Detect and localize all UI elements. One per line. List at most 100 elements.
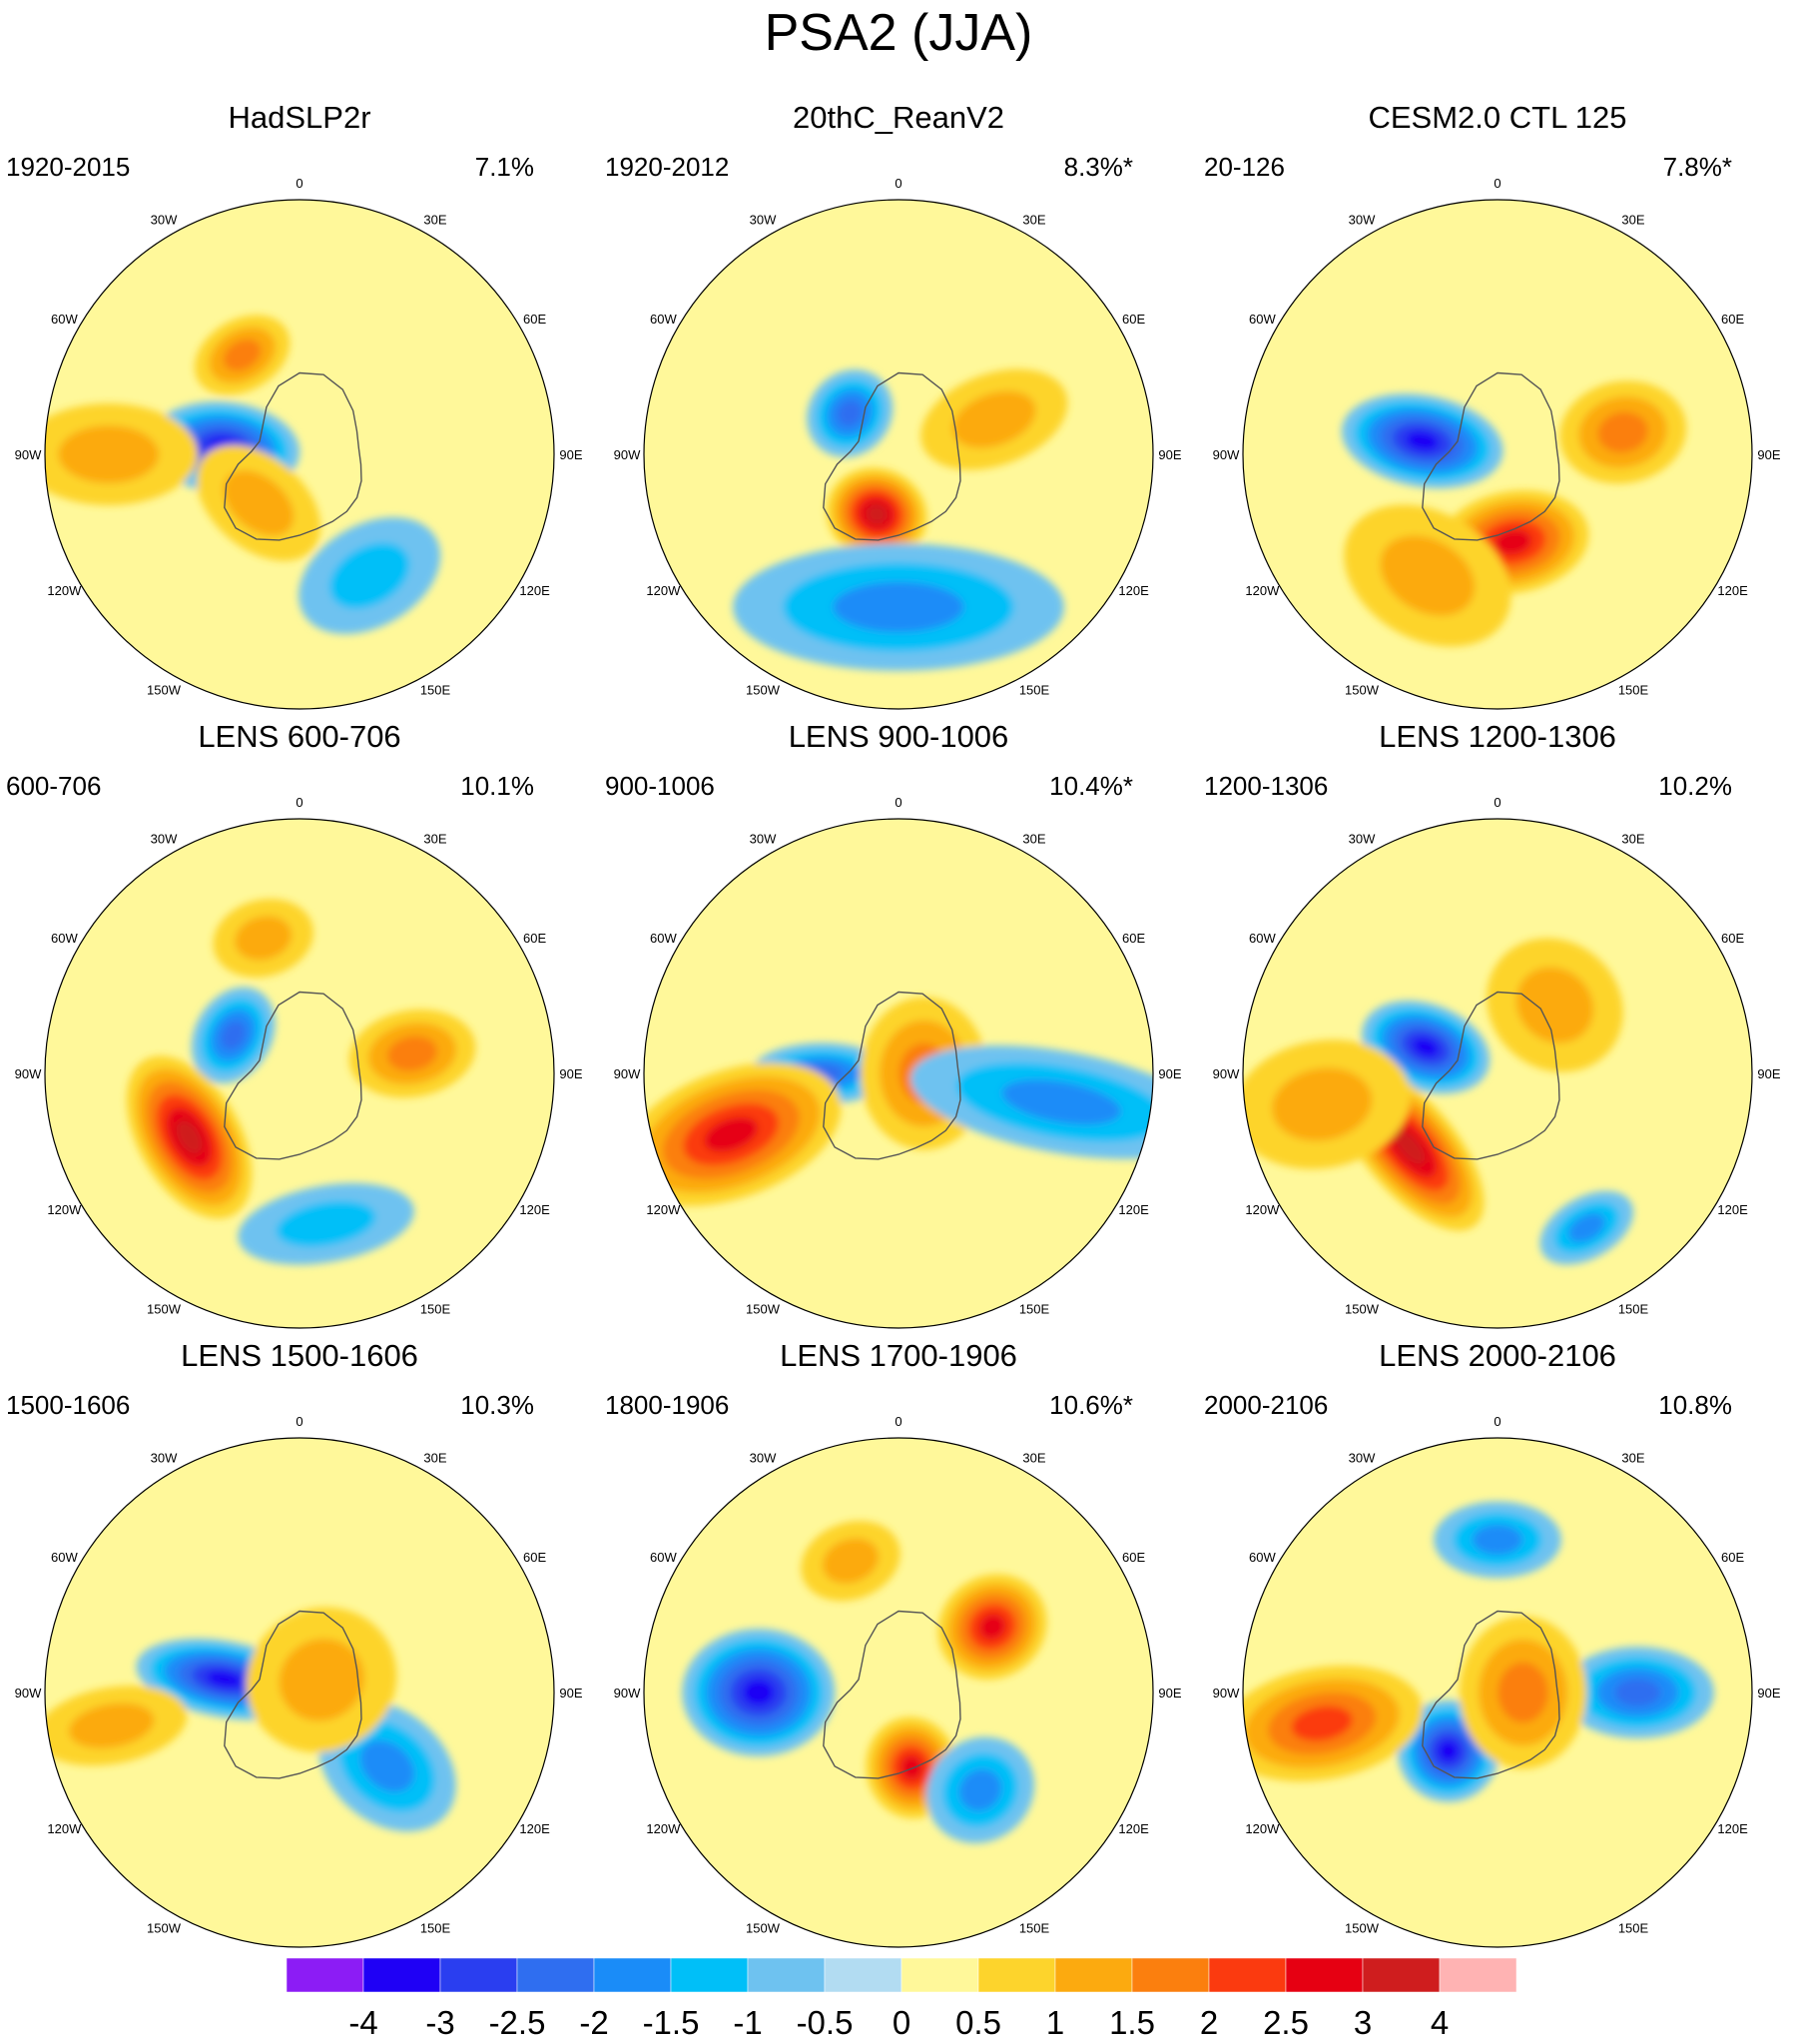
colorbar-swatch — [362, 1957, 441, 1993]
panel-variance: 10.6%* — [1049, 1390, 1133, 1420]
longitude-label: 60W — [650, 312, 677, 327]
anomaly-contour — [1001, 1079, 1121, 1125]
panel-7: LENS 1500-1606 1500-1606 10.3% 0 30E 60E 90E 12… — [0, 1338, 599, 1957]
longitude-label: 120W — [1245, 583, 1280, 598]
longitude-label: 30E — [1022, 831, 1045, 846]
anomaly-contour — [1438, 1740, 1460, 1762]
map-border — [643, 1437, 1154, 1948]
longitude-label: 60E — [1122, 1550, 1145, 1565]
longitude-label: 0 — [1494, 176, 1500, 191]
longitude-label: 120E — [1717, 1202, 1748, 1217]
longitude-label: 60W — [51, 1550, 78, 1565]
colorbar-tick-label: 2 — [1200, 2004, 1218, 2041]
anomaly-contour — [1380, 535, 1476, 616]
longitude-label: 0 — [1494, 795, 1500, 810]
longitude-label: 30E — [1621, 831, 1644, 846]
figure-title: PSA2 (JJA) — [764, 4, 1033, 62]
colorbar-swatch — [747, 1957, 826, 1993]
longitude-label: 120W — [646, 583, 681, 598]
longitude-label: 90E — [1158, 447, 1181, 462]
longitude-label: 60E — [523, 931, 546, 946]
anomaly-contour — [1597, 411, 1648, 453]
antarctica-coastline — [1422, 991, 1560, 1160]
panel-period: 1920-2012 — [605, 152, 730, 182]
longitude-label: 150E — [420, 683, 451, 698]
longitude-label: 150W — [147, 1302, 182, 1317]
longitude-label: 60W — [650, 931, 677, 946]
colorbar-swatch — [1285, 1957, 1364, 1993]
longitude-label: 30W — [750, 831, 777, 846]
longitude-label: 120E — [1118, 1202, 1149, 1217]
longitude-label: 150W — [1345, 683, 1380, 698]
longitude-label: 0 — [296, 176, 302, 191]
anomaly-contour — [1406, 430, 1440, 451]
longitude-label: 150E — [1019, 683, 1050, 698]
antarctica-coastline — [1422, 371, 1560, 541]
longitude-label: 0 — [895, 1414, 901, 1429]
panel-period: 1800-1906 — [605, 1390, 730, 1420]
longitude-label: 90E — [1757, 447, 1780, 462]
anomaly-contour — [1498, 1662, 1548, 1723]
polar-map: 030E60E90E120E150E180150W120W90W60W30W — [15, 1414, 583, 1948]
longitude-label: 60W — [1249, 312, 1276, 327]
colorbar-swatch — [516, 1957, 595, 1993]
longitude-label: 150E — [1019, 1921, 1050, 1936]
longitude-label: 60E — [1721, 931, 1744, 946]
longitude-label: 90W — [15, 447, 42, 462]
anomaly-contour — [206, 1671, 243, 1689]
panel-title: HadSLP2r — [228, 100, 371, 135]
longitude-label: 90W — [1213, 1686, 1240, 1701]
panel-title: LENS 1500-1606 — [181, 1338, 418, 1373]
panel-variance: 10.1% — [460, 771, 534, 801]
longitude-label: 90W — [1213, 447, 1240, 462]
anomaly-contour — [833, 581, 964, 633]
longitude-label: 0 — [296, 1414, 302, 1429]
colorbar-swatch — [1208, 1957, 1287, 1993]
longitude-label: 150E — [1618, 683, 1649, 698]
polar-map: 030E60E90E120E150E180150W120W90W60W30W — [15, 795, 583, 1329]
longitude-label: 30W — [1349, 212, 1376, 227]
colorbar: -4 -3 -2.5 -2 -1.5 -1 -0.5 0 0.5 1 1.5 2 2.5 3 4 — [286, 1957, 1517, 2041]
longitude-label: 60W — [650, 1550, 677, 1565]
map-border — [1242, 199, 1753, 710]
longitude-label: 90W — [614, 447, 641, 462]
longitude-label: 120E — [519, 583, 550, 598]
anomaly-contour — [958, 1768, 1002, 1811]
longitude-label: 30E — [1022, 212, 1045, 227]
map-border — [44, 199, 555, 710]
longitude-label: 120E — [519, 1202, 550, 1217]
longitude-label: 30W — [1349, 831, 1376, 846]
longitude-label: 60E — [1122, 931, 1145, 946]
longitude-label: 90E — [559, 447, 582, 462]
colorbar-swatch — [670, 1957, 749, 1993]
panel-title: CESM2.0 CTL 125 — [1368, 100, 1627, 135]
colorbar-tick-label: 3 — [1354, 2004, 1372, 2041]
colorbar-swatch — [439, 1957, 518, 1993]
longitude-label: 60E — [1122, 312, 1145, 327]
anomaly-contour — [68, 1703, 155, 1748]
anomaly-contour — [1494, 529, 1532, 555]
longitude-label: 120E — [1118, 583, 1149, 598]
longitude-label: 150W — [746, 1302, 781, 1317]
map-border — [44, 818, 555, 1329]
anomaly-contour — [1515, 967, 1594, 1043]
colorbar-tick-label: 4 — [1431, 2004, 1449, 2041]
colorbar-swatch — [824, 1957, 902, 1993]
colorbar-swatch — [977, 1957, 1056, 1993]
panel-period: 1920-2015 — [6, 152, 131, 182]
longitude-label: 90E — [559, 1066, 582, 1081]
colorbar-swatch — [1054, 1957, 1133, 1993]
colorbar-tick-label: -2 — [579, 2004, 608, 2041]
anomaly-contour — [899, 1754, 923, 1780]
longitude-label: 60E — [1721, 312, 1744, 327]
anomaly-contour — [276, 1200, 376, 1247]
longitude-label: 60E — [523, 312, 546, 327]
anomaly-contour — [235, 916, 293, 961]
anomaly-contour — [1412, 1037, 1440, 1057]
antarctica-coastline — [823, 1610, 961, 1779]
anomaly-contour — [1291, 1705, 1353, 1741]
anomaly-contour — [1394, 1129, 1426, 1165]
longitude-label: 150W — [746, 1921, 781, 1936]
anomaly-contour — [359, 1740, 414, 1792]
map-border — [1242, 818, 1753, 1329]
